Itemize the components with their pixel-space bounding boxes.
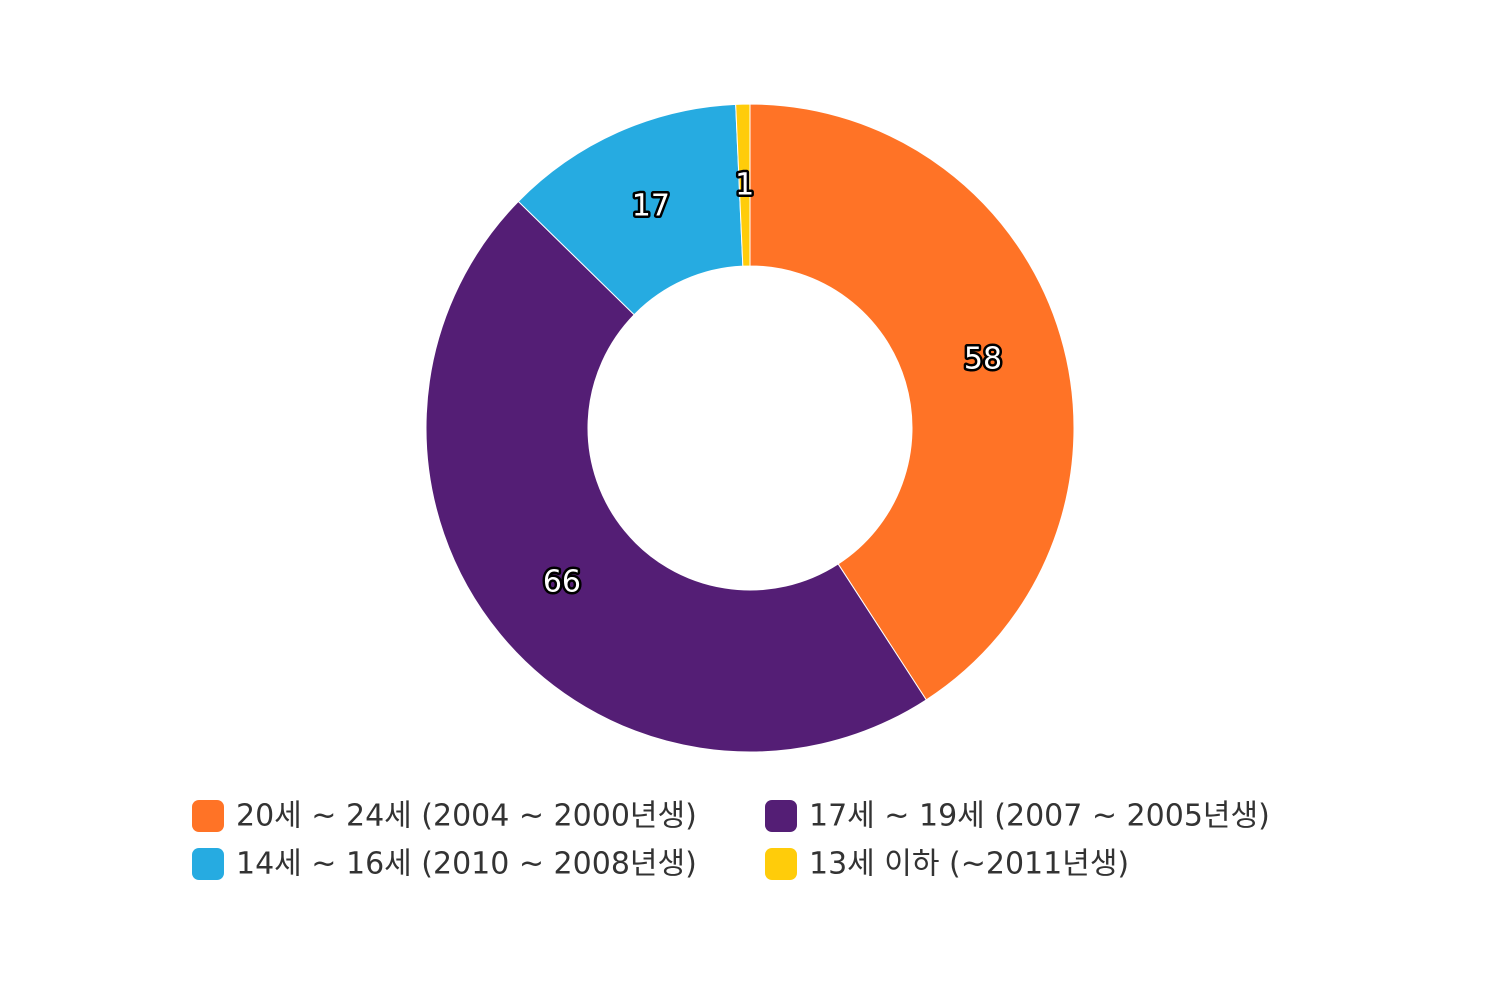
slice-value-label: 17 [632,189,670,224]
legend-item[interactable]: 13세 이하 (~2011년생) [765,847,1129,882]
pie-slice[interactable] [735,103,751,267]
chart-data-labels: 58 66 17 1 [540,165,1004,602]
slice-value-label: 58 [964,342,1002,377]
legend-swatch [765,848,797,880]
legend-label: 14세 ~ 16세 (2010 ~ 2008년생) [236,847,697,882]
pie-slice[interactable] [517,103,744,316]
chart-slices [425,103,1075,753]
chart-legend: 20세 ~ 24세 (2004 ~ 2000년생) 17세 ~ 19세 (2007… [192,799,1270,882]
legend-item[interactable]: 17세 ~ 19세 (2007 ~ 2005년생) [765,799,1270,834]
slice-value-label: 1 [735,168,754,203]
slice-value-label: 66 [543,564,581,599]
pie-slice[interactable] [425,200,927,753]
legend-item[interactable]: 14세 ~ 16세 (2010 ~ 2008년생) [192,847,697,882]
legend-swatch [192,848,224,880]
legend-label: 20세 ~ 24세 (2004 ~ 2000년생) [236,799,697,834]
legend-swatch [192,800,224,832]
legend-label: 17세 ~ 19세 (2007 ~ 2005년생) [809,799,1270,834]
legend-label: 13세 이하 (~2011년생) [809,847,1129,882]
legend-swatch [765,800,797,832]
pie-slice[interactable] [749,103,1075,701]
legend-item[interactable]: 20세 ~ 24세 (2004 ~ 2000년생) [192,799,697,834]
